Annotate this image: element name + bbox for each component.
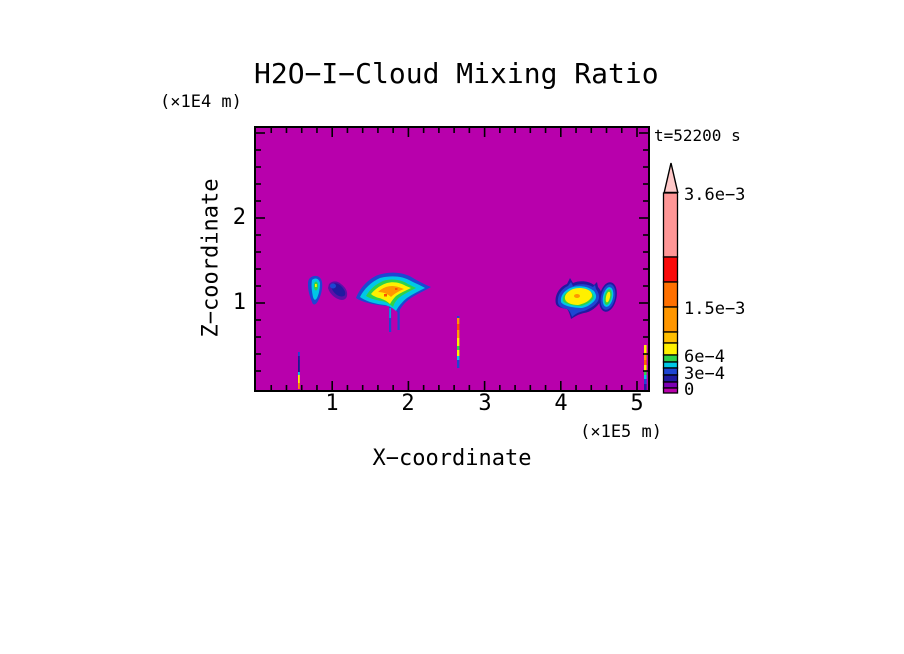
chart-title: H2O−I−Cloud Mixing Ratio (254, 57, 659, 90)
cloud-feature-3 (356, 272, 431, 332)
colorbar-segment (662, 361, 679, 369)
cloud-feature-1 (308, 275, 323, 305)
x-tick-label-2: 2 (401, 391, 415, 416)
colorbar-label-3e-4: 3e−4 (684, 364, 725, 384)
colorbar-label-1.5e-3: 1.5e−3 (684, 299, 746, 319)
colorbar-segment (662, 381, 679, 389)
x-tick-label-4: 4 (554, 391, 568, 416)
cloud-feature-2 (328, 281, 348, 300)
colorbar-label-3.6e-3: 3.6e−3 (684, 185, 746, 205)
colorbar-segment (662, 374, 679, 383)
colorbar-segment (662, 331, 679, 344)
colorbar (662, 192, 679, 394)
z-axis-unit-label: (×1E4 m) (160, 92, 242, 112)
z-tick-label-2: 2 (232, 205, 246, 230)
timestamp-label: t=52200 s (654, 126, 741, 145)
colorbar-label-6e-4: 6e−4 (684, 347, 725, 367)
x-tick-label-1: 1 (325, 391, 339, 416)
colorbar-overflow-arrow (663, 162, 679, 193)
field-plot-svg (256, 128, 648, 390)
colorbar-segment (662, 256, 679, 283)
precip-streak-a (457, 316, 460, 368)
colorbar-segment (662, 306, 679, 333)
x-axis-unit-label: (×1E5 m) (580, 422, 662, 442)
colorbar-label-0: 0 (684, 380, 695, 400)
precip-streak-c (644, 345, 647, 390)
colorbar-segment (662, 367, 679, 376)
x-axis-title: X−coordinate (372, 446, 532, 471)
z-tick-label-1: 1 (232, 290, 246, 315)
x-tick-label-3: 3 (478, 391, 492, 416)
x-tick-label-5: 5 (630, 391, 644, 416)
precip-streak-b (298, 352, 300, 389)
cloud-feature-5 (599, 282, 617, 312)
colorbar-segment (662, 387, 679, 394)
plot-area (254, 126, 650, 392)
colorbar-segment (662, 354, 679, 363)
colorbar-segment (662, 281, 679, 308)
colorbar-segment (662, 192, 679, 258)
axis-tick-marks (256, 128, 648, 390)
colorbar-segment (662, 342, 679, 356)
cloud-feature-4 (555, 278, 602, 319)
